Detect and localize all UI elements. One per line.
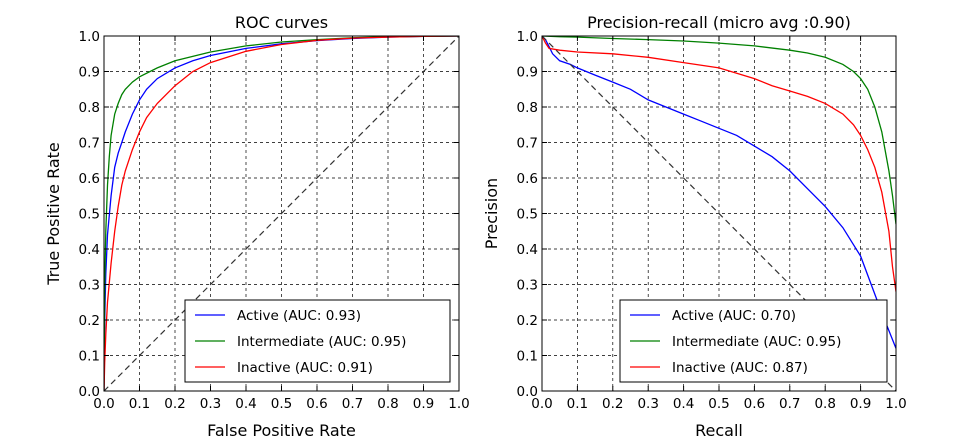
y-tick-label: 0.5 [79, 207, 100, 223]
series-line-0 [542, 36, 896, 349]
y-tick-label: 0.5 [517, 207, 538, 223]
x-tick-label: 0.7 [342, 396, 363, 412]
y-tick-label: 1.0 [79, 29, 100, 45]
legend: Active (AUC: 0.70) Intermediate (AUC: 0.9… [619, 299, 888, 383]
x-tick-label: 0.5 [271, 396, 292, 412]
x-tick-label: 0.4 [235, 396, 256, 412]
x-tick-label: 0.3 [637, 396, 658, 412]
plot-area [542, 36, 896, 391]
y-tick-label: 1.0 [517, 29, 538, 45]
plot-area [104, 36, 459, 391]
y-tick-label: 0.3 [79, 278, 100, 294]
legend-label: Inactive (AUC: 0.91) [237, 360, 373, 376]
x-tick-label: 1.0 [448, 396, 469, 412]
y-tick-label: 0.2 [517, 313, 538, 329]
x-axis-title: Recall [695, 421, 743, 440]
y-tick-label: 0.6 [517, 171, 538, 187]
y-tick-label: 0.4 [517, 242, 538, 258]
x-tick-label: 0.0 [531, 396, 552, 412]
x-tick-label: 0.3 [200, 396, 221, 412]
x-tick-label: 0.6 [744, 396, 765, 412]
y-tick-label: 0.7 [79, 136, 100, 152]
y-axis-title: True Positive Rate [44, 142, 63, 286]
x-tick-label: 0.9 [850, 396, 871, 412]
x-tick-label: 0.5 [708, 396, 729, 412]
x-tick-label: 0.9 [413, 396, 434, 412]
y-tick-label: 0.1 [517, 349, 538, 365]
legend: Active (AUC: 0.93) Intermediate (AUC: 0.9… [184, 299, 451, 383]
y-tick-label: 0.6 [79, 171, 100, 187]
chart-title: ROC curves [235, 13, 328, 32]
precision-recall-chart: 0.0 0.1 0.2 0.3 0.4 0.5 0.6 0.7 0.8 0.9 1.0 0.0 0.1 0… [482, 13, 907, 440]
x-axis-title: False Positive Rate [207, 421, 356, 440]
x-tick-label: 0.2 [164, 396, 185, 412]
x-tick-label: 1.0 [885, 396, 906, 412]
chart-title: Precision-recall (micro avg :0.90) [587, 13, 851, 32]
diagonal-reference-line [542, 36, 896, 391]
x-tick-label: 0.2 [602, 396, 623, 412]
series-line-2 [104, 36, 459, 391]
legend-box [619, 299, 888, 383]
legend-label: Intermediate (AUC: 0.95) [672, 334, 841, 350]
x-tick-label: 0.4 [673, 396, 694, 412]
x-tick-label: 0.1 [129, 396, 150, 412]
legend-label: Inactive (AUC: 0.87) [672, 360, 808, 376]
x-tick-label: 0.1 [567, 396, 588, 412]
diagonal-reference-line [104, 36, 459, 391]
x-tick-label: 0.7 [779, 396, 800, 412]
series-line-1 [542, 36, 896, 225]
y-axis-title: Precision [482, 178, 501, 249]
y-tick-label: 0.4 [79, 242, 100, 258]
legend-label: Active (AUC: 0.93) [237, 308, 361, 324]
x-tick-label: 0.0 [93, 396, 114, 412]
y-tick-label: 0.9 [517, 65, 538, 81]
y-tick-label: 0.0 [517, 384, 538, 400]
x-tick-label: 0.8 [377, 396, 398, 412]
y-tick-label: 0.7 [517, 136, 538, 152]
y-tick-label: 0.2 [79, 313, 100, 329]
x-tick-label: 0.8 [814, 396, 835, 412]
y-tick-label: 0.1 [79, 349, 100, 365]
y-tick-label: 0.9 [79, 65, 100, 81]
x-tick-label: 0.6 [306, 396, 327, 412]
legend-label: Active (AUC: 0.70) [672, 308, 796, 324]
y-tick-label: 0.8 [79, 100, 100, 116]
roc-chart: 0.0 0.1 0.2 0.3 0.4 0.5 0.6 0.7 0.8 0.9 1.0 0.0 0.1 0… [44, 13, 470, 440]
y-tick-label: 0.0 [79, 384, 100, 400]
series-line-2 [542, 36, 896, 292]
y-tick-label: 0.3 [517, 278, 538, 294]
legend-label: Intermediate (AUC: 0.95) [237, 334, 406, 350]
legend-box [184, 299, 451, 383]
y-tick-label: 0.8 [517, 100, 538, 116]
